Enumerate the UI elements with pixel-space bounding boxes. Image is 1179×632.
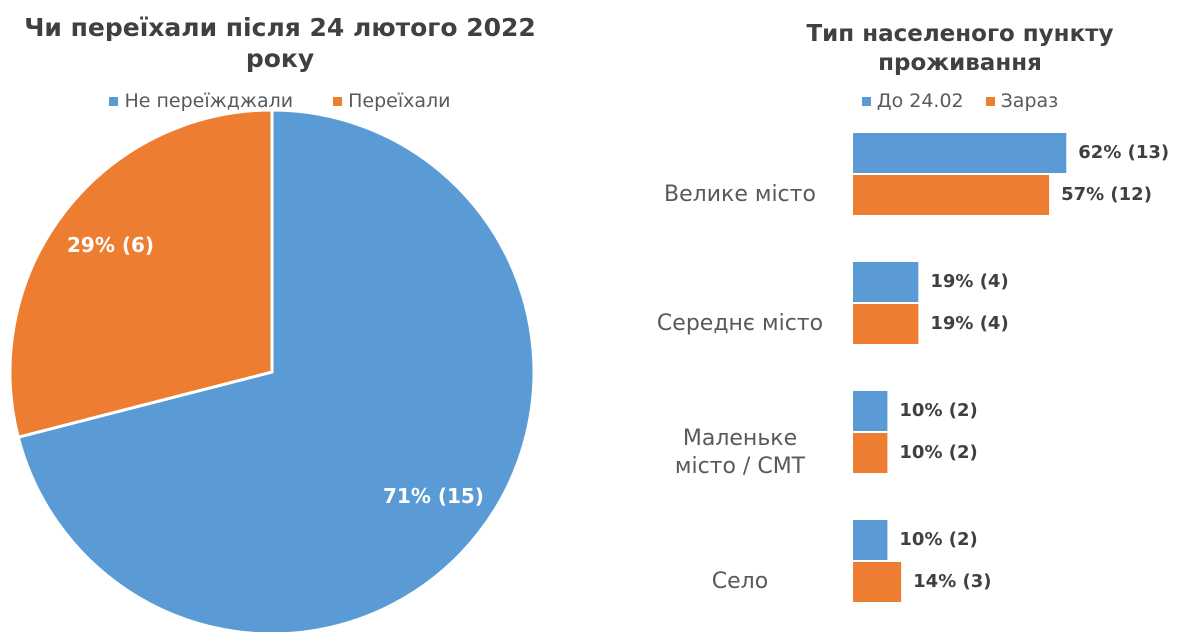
pie-slice xyxy=(16,108,536,632)
legend-label: Зараз xyxy=(1000,90,1059,112)
bar xyxy=(853,304,919,344)
legend-swatch xyxy=(333,96,343,106)
legend-item: Переїхали xyxy=(333,90,451,112)
data-label: 10% (2) xyxy=(899,400,977,421)
bar xyxy=(853,391,888,431)
category-label: Велике місто xyxy=(664,181,816,207)
bar xyxy=(853,175,1050,215)
data-label: 10% (2) xyxy=(899,529,977,550)
legend-item: До 24.02 xyxy=(861,90,964,112)
legend-swatch xyxy=(861,96,871,106)
legend-label: Не переїжджали xyxy=(124,90,294,112)
bar xyxy=(853,262,919,302)
data-label: 19% (4) xyxy=(930,313,1008,334)
bar-title: Тип населеного пункту проживання xyxy=(806,21,1114,76)
category-label: Середнє місто xyxy=(656,310,824,336)
bar xyxy=(853,520,888,560)
data-label: 71% (15) xyxy=(383,484,484,508)
legend-swatch xyxy=(109,96,119,106)
category-label: Маленьке місто / СМТ xyxy=(674,425,806,480)
pie-legend: Не переїжджали Переїхали xyxy=(0,90,560,112)
legend-label: Переїхали xyxy=(348,90,451,112)
legend-swatch xyxy=(985,96,995,106)
data-label: 10% (2) xyxy=(899,442,977,463)
legend-label: До 24.02 xyxy=(876,90,964,112)
bar-legend: До 24.02 Зараз xyxy=(780,90,1140,112)
category-label: Село xyxy=(711,568,769,594)
data-label: 29% (6) xyxy=(67,233,154,257)
bar xyxy=(853,433,888,473)
data-label: 62% (13) xyxy=(1078,142,1169,163)
bar xyxy=(853,562,902,602)
pie-title: Чи переїхали після 24 лютого 2022 року xyxy=(24,13,536,74)
pie-slice xyxy=(8,108,274,439)
bar xyxy=(853,133,1067,173)
data-label: 14% (3) xyxy=(913,571,991,592)
data-label: 57% (12) xyxy=(1061,184,1152,205)
legend-item: Зараз xyxy=(985,90,1059,112)
data-label: 19% (4) xyxy=(930,271,1008,292)
legend-item: Не переїжджали xyxy=(109,90,293,112)
